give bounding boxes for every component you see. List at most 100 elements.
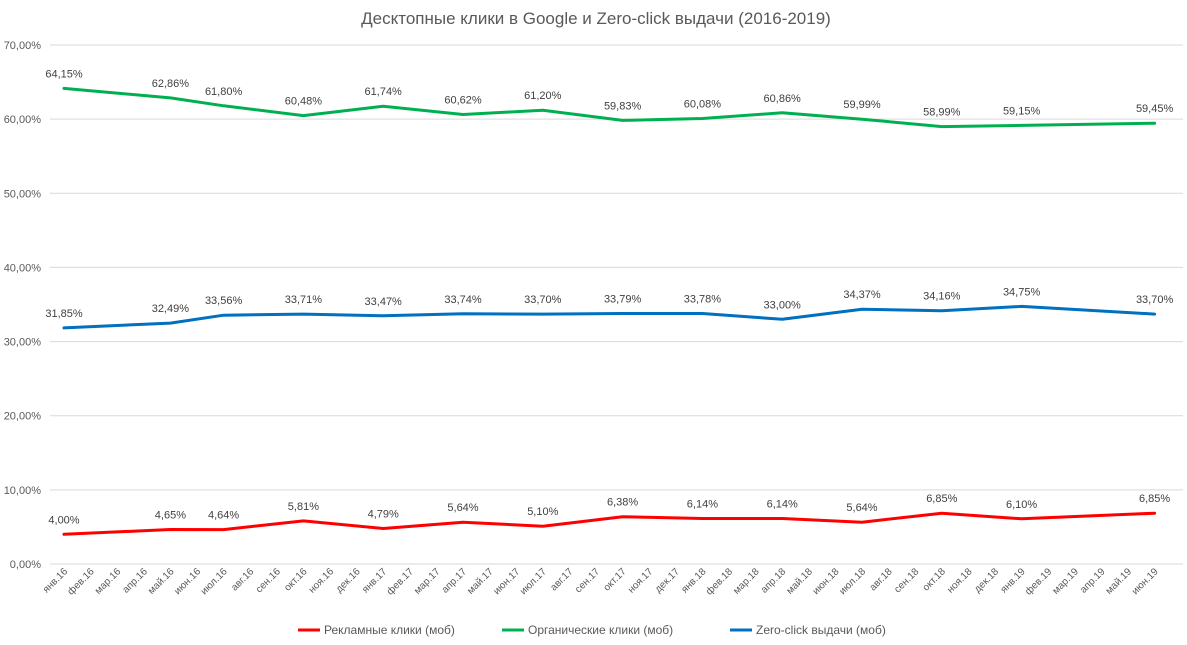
data-label: 33,56% xyxy=(205,295,243,307)
legend-label: Zero-click выдачи (моб) xyxy=(756,623,886,637)
data-label: 6,14% xyxy=(687,498,718,510)
data-label: 62,86% xyxy=(152,78,190,90)
x-tick-label: мар.16 xyxy=(93,566,124,597)
x-tick-label: авг.18 xyxy=(868,566,895,593)
series-line-1 xyxy=(62,86,1157,129)
x-tick-label: июл.18 xyxy=(837,566,868,597)
x-tick-label: ноя.16 xyxy=(307,566,337,596)
x-tick-label: фев.19 xyxy=(1022,565,1054,597)
x-tick-label: июн.19 xyxy=(1130,566,1161,597)
x-tick-label: сен.17 xyxy=(573,566,602,595)
x-tick-label: дек.18 xyxy=(972,566,1001,595)
x-tick-label: авг.16 xyxy=(229,566,256,593)
x-tick-label: мар.17 xyxy=(412,566,443,597)
series-lines xyxy=(62,86,1157,536)
data-label: 60,48% xyxy=(285,96,323,108)
legend: Рекламные клики (моб) Органические клики … xyxy=(298,623,886,637)
data-label: 4,79% xyxy=(368,508,399,520)
data-label: 61,74% xyxy=(365,86,403,98)
x-tick-label: ноя.18 xyxy=(945,566,975,596)
x-tick-label: июн.17 xyxy=(492,566,523,597)
y-tick-label: 0,00% xyxy=(10,559,41,571)
series-line-0 xyxy=(62,511,1157,536)
data-label: 61,80% xyxy=(205,86,243,98)
data-label: 33,78% xyxy=(684,294,722,306)
y-tick-label: 60,00% xyxy=(4,114,42,126)
x-tick-label: окт.16 xyxy=(282,566,309,593)
x-tick-label: авг.17 xyxy=(549,566,576,593)
y-tick-label: 70,00% xyxy=(4,40,42,52)
x-tick-label: окт.17 xyxy=(602,566,629,593)
y-tick-label: 50,00% xyxy=(4,188,42,200)
chart-title: Десктопные клики в Google и Zero-click в… xyxy=(361,9,831,28)
data-label: 33,71% xyxy=(285,294,323,306)
x-tick-label: ноя.17 xyxy=(626,566,656,596)
data-label: 32,49% xyxy=(152,303,190,315)
data-label: 64,15% xyxy=(45,68,83,80)
x-tick-label: апр.17 xyxy=(440,566,470,596)
x-tick-label: фев.18 xyxy=(703,565,735,597)
data-label: 59,83% xyxy=(604,100,642,112)
data-label: 33,00% xyxy=(764,299,802,311)
x-tick-label: июл.17 xyxy=(518,566,549,597)
data-label: 59,15% xyxy=(1003,105,1041,117)
data-label: 59,99% xyxy=(843,99,881,111)
x-tick-label: апр.19 xyxy=(1078,566,1108,596)
data-label: 34,16% xyxy=(923,291,961,303)
data-label: 5,64% xyxy=(846,502,877,514)
data-label: 33,70% xyxy=(524,294,562,306)
y-tick-label: 30,00% xyxy=(4,337,42,349)
data-label: 31,85% xyxy=(45,308,83,320)
data-label: 6,85% xyxy=(926,493,957,505)
legend-label: Рекламные клики (моб) xyxy=(324,623,455,637)
series-line-2 xyxy=(62,304,1157,330)
data-label: 60,86% xyxy=(764,93,802,105)
x-axis-tick-labels: янв.16фев.16мар.16апр.16май.16июн.16июл.… xyxy=(41,565,1161,597)
data-label: 6,10% xyxy=(1006,499,1037,511)
data-label: 34,75% xyxy=(1003,286,1041,298)
data-labels: 4,00% 4,65% 4,64% 5,81% 4,79% 5,64% 5,10% 6,38%… xyxy=(45,68,1173,526)
data-label: 60,62% xyxy=(444,95,482,107)
x-tick-label: фев.16 xyxy=(65,565,97,597)
x-tick-label: фев.17 xyxy=(384,565,416,597)
x-tick-label: мар.18 xyxy=(731,566,762,597)
x-tick-label: июл.16 xyxy=(199,566,230,597)
x-tick-label: май.17 xyxy=(465,566,496,597)
data-label: 61,20% xyxy=(524,90,562,102)
data-label: 59,45% xyxy=(1136,103,1174,115)
data-label: 33,47% xyxy=(365,296,403,308)
y-axis-tick-labels: 0,00% 10,00% 20,00% 30,00% 40,00% 50,00% 60,00… xyxy=(4,40,42,571)
data-label: 33,70% xyxy=(1136,294,1174,306)
x-tick-label: апр.16 xyxy=(121,566,151,596)
data-label: 5,64% xyxy=(447,502,478,514)
legend-label: Органические клики (моб) xyxy=(528,623,673,637)
x-tick-label: май.18 xyxy=(785,566,816,597)
x-tick-label: дек.17 xyxy=(653,566,682,595)
x-tick-label: сен.18 xyxy=(892,566,921,595)
data-label: 6,38% xyxy=(607,497,638,509)
data-label: 4,65% xyxy=(155,510,186,522)
x-tick-label: май.19 xyxy=(1104,566,1135,597)
x-tick-label: окт.18 xyxy=(921,566,948,593)
data-label: 34,37% xyxy=(843,289,881,301)
y-tick-label: 40,00% xyxy=(4,262,42,274)
x-tick-label: мар.19 xyxy=(1051,566,1082,597)
x-tick-label: апр.18 xyxy=(759,566,789,596)
data-label: 58,99% xyxy=(923,107,961,119)
x-tick-label: дек.16 xyxy=(334,566,363,595)
x-tick-label: май.16 xyxy=(146,566,177,597)
y-tick-label: 10,00% xyxy=(4,485,42,497)
x-tick-label: сен.16 xyxy=(254,566,283,595)
data-label: 60,08% xyxy=(684,99,722,111)
y-tick-label: 20,00% xyxy=(4,411,42,423)
data-label: 4,64% xyxy=(208,510,239,522)
data-label: 6,14% xyxy=(767,498,798,510)
data-label: 33,74% xyxy=(444,294,482,306)
data-label: 5,81% xyxy=(288,501,319,513)
gridlines xyxy=(50,44,1183,565)
data-label: 5,10% xyxy=(527,506,558,518)
data-label: 4,00% xyxy=(48,514,79,526)
data-label: 6,85% xyxy=(1139,493,1170,505)
